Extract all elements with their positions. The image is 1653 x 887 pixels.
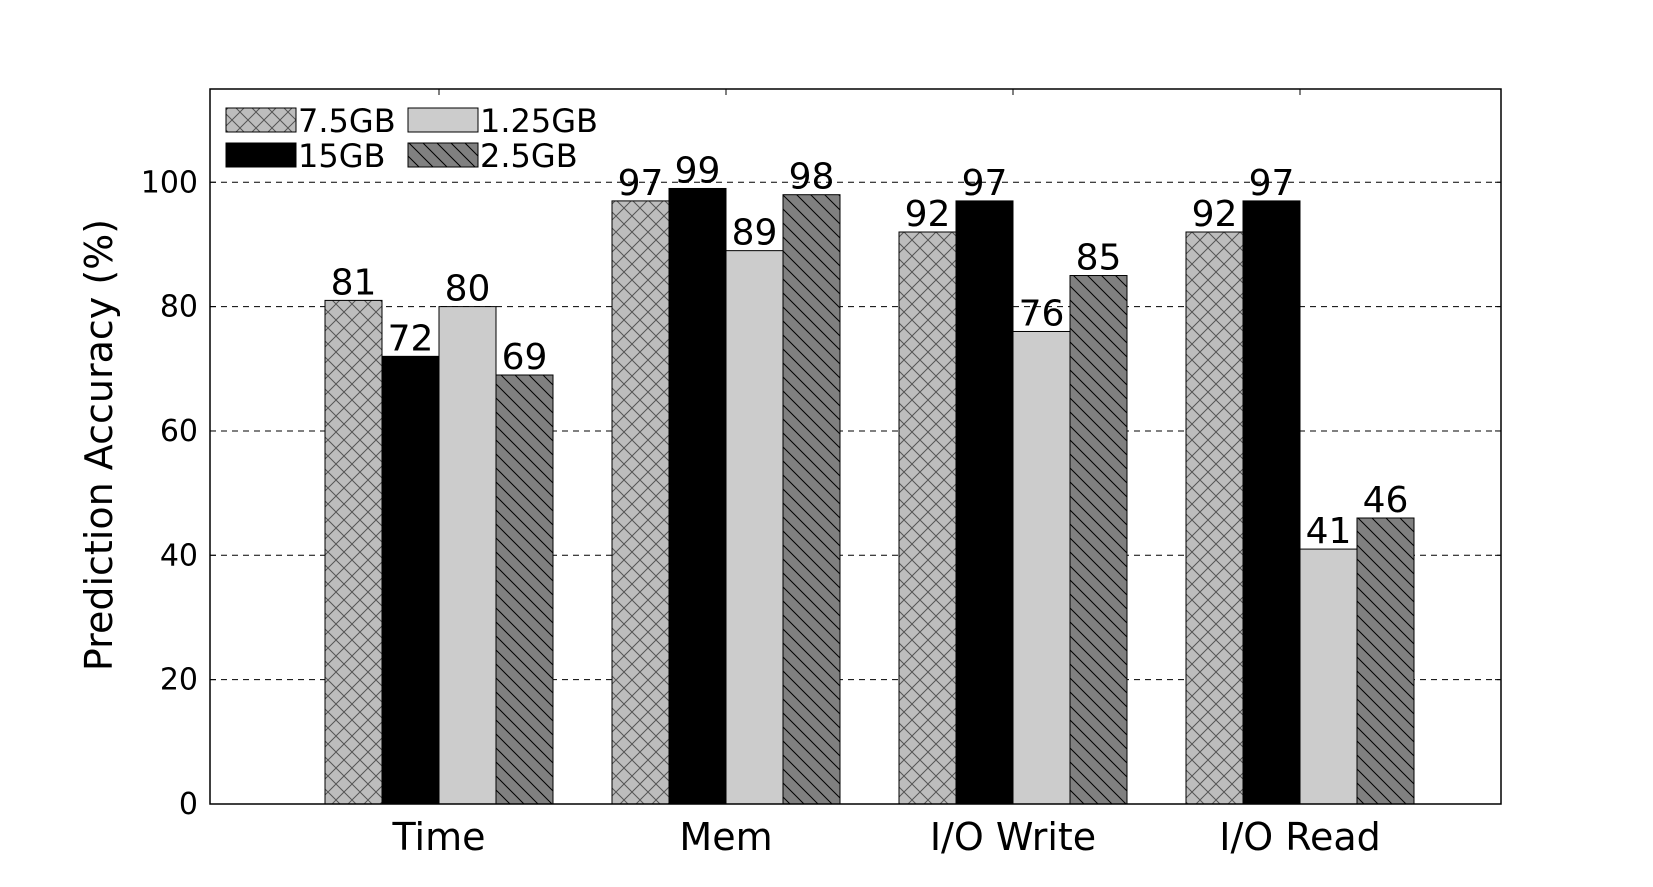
value-label-7-5gb-time: 81 <box>331 262 377 303</box>
x-tick-label-i-o-write: I/O Write <box>930 815 1096 859</box>
bar-1-25gb-mem <box>725 250 784 805</box>
axes: Time Mem I/O Write I/O Read 0 20 40 60 80 100 <box>141 88 1502 859</box>
bar-7-5gb-time <box>324 299 383 805</box>
legend-label-2-5gb: 2.5GB <box>480 137 578 175</box>
bar-1-25gb-time <box>438 306 497 805</box>
bar-15gb-i-o-read <box>1242 200 1301 805</box>
value-label-15gb-time: 72 <box>388 318 434 359</box>
y-tick-label-0: 0 <box>179 787 198 822</box>
value-label-1-25gb-time: 80 <box>445 269 491 310</box>
value-label-2-5gb-i-o-read: 46 <box>1363 480 1409 521</box>
bar-2-5gb-i-o-write <box>1069 275 1128 805</box>
legend-item-7-5gb: 7.5GB <box>225 102 396 140</box>
value-label-2-5gb-mem: 98 <box>789 157 835 198</box>
x-tick-label-i-o-read: I/O Read <box>1219 815 1380 859</box>
y-axis-label: Prediction Accuracy (%) <box>77 219 121 671</box>
legend-item-1-25gb: 1.25GB <box>407 102 598 140</box>
legend-swatch-2-5gb <box>407 142 479 168</box>
bar-1-25gb-i-o-read <box>1299 548 1358 805</box>
legend-label-1-25gb: 1.25GB <box>480 102 598 140</box>
bar-15gb-i-o-write <box>955 200 1014 805</box>
value-label-1-25gb-i-o-write: 76 <box>1019 293 1065 334</box>
bar-7-5gb-i-o-write <box>898 231 957 805</box>
value-label-1-25gb-mem: 89 <box>732 213 778 254</box>
bar-2-5gb-time <box>495 374 554 805</box>
value-label-1-25gb-i-o-read: 41 <box>1306 511 1352 552</box>
legend-item-2-5gb: 2.5GB <box>407 137 578 175</box>
bar-2-5gb-mem <box>782 194 841 805</box>
bar-7-5gb-mem <box>611 200 670 805</box>
legend-swatch-1-25gb <box>407 107 479 133</box>
bar-15gb-mem <box>668 187 727 805</box>
bar-1-25gb-i-o-write <box>1012 330 1071 805</box>
bar-7-5gb-i-o-read <box>1185 231 1244 805</box>
bars <box>324 187 1415 805</box>
y-tick-label-20: 20 <box>160 663 198 698</box>
value-labels: 81 72 80 69 97 99 89 98 92 97 76 85 92 97 41 46 <box>331 150 1409 552</box>
value-label-15gb-i-o-write: 97 <box>962 163 1008 204</box>
bar-15gb-time <box>381 355 440 805</box>
value-label-7-5gb-i-o-read: 92 <box>1192 194 1238 235</box>
bar-2-5gb-i-o-read <box>1356 517 1415 805</box>
value-label-2-5gb-i-o-write: 85 <box>1076 238 1122 279</box>
x-tick-label-mem: Mem <box>679 815 772 859</box>
y-tick-label-80: 80 <box>160 290 198 325</box>
legend-item-15gb: 15GB <box>225 137 385 175</box>
legend-label-7-5gb: 7.5GB <box>298 102 396 140</box>
y-tick-label-60: 60 <box>160 414 198 449</box>
plot-frame <box>209 88 1502 805</box>
value-label-7-5gb-i-o-write: 92 <box>905 194 951 235</box>
value-label-2-5gb-time: 69 <box>502 337 548 378</box>
value-label-15gb-mem: 99 <box>675 150 721 191</box>
y-tick-label-100: 100 <box>141 165 198 200</box>
legend-swatch-7-5gb <box>225 107 297 133</box>
y-tick-label-40: 40 <box>160 538 198 573</box>
legend-swatch-15gb <box>225 142 297 168</box>
x-tick-label-time: Time <box>392 815 486 859</box>
legend-label-15gb: 15GB <box>298 137 385 175</box>
value-label-7-5gb-mem: 97 <box>618 163 664 204</box>
value-label-15gb-i-o-read: 97 <box>1249 163 1295 204</box>
